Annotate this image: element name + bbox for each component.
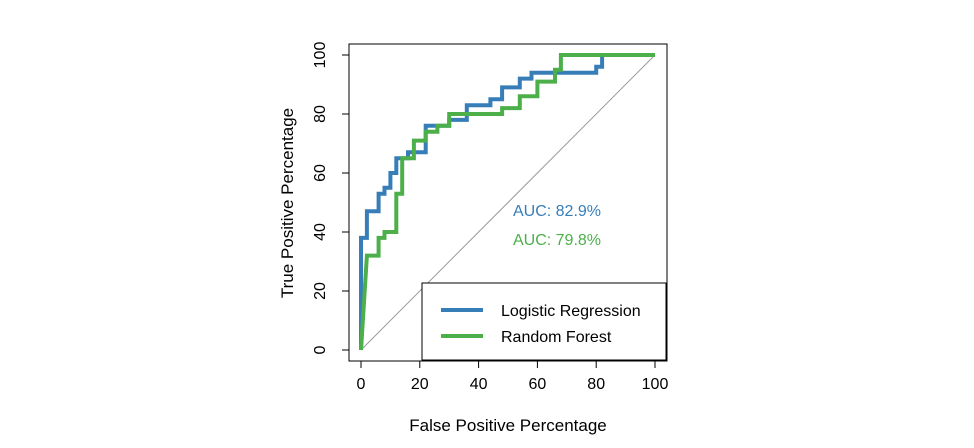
auc-label-logistic-regression: AUC: 82.9% bbox=[513, 203, 601, 220]
auc-label-random-forest: AUC: 79.8% bbox=[513, 232, 601, 249]
legend-box bbox=[421, 282, 667, 361]
x-tick-label-60: 60 bbox=[529, 376, 547, 393]
diagonal-reference-line bbox=[360, 54, 656, 351]
y-tick-label-100: 100 bbox=[312, 42, 329, 69]
y-axis-title: True Positive Percentage bbox=[278, 108, 297, 298]
y-tick-label-0: 0 bbox=[312, 345, 329, 354]
x-tick-label-40: 40 bbox=[470, 376, 488, 393]
x-tick-label-20: 20 bbox=[411, 376, 429, 393]
legend: Logistic Regression Random Forest bbox=[421, 282, 667, 361]
legend-label-random-forest: Random Forest bbox=[501, 329, 612, 346]
x-tick-label-0: 0 bbox=[357, 376, 366, 393]
y-tick-label-60: 60 bbox=[312, 164, 329, 182]
x-tick-label-80: 80 bbox=[587, 376, 605, 393]
roc-curve-random-forest bbox=[359, 53, 655, 351]
x-axis-title: False Positive Percentage bbox=[409, 416, 607, 435]
y-tick-label-80: 80 bbox=[312, 105, 329, 123]
legend-label-logistic-regression: Logistic Regression bbox=[501, 303, 641, 320]
y-tick-label-40: 40 bbox=[312, 223, 329, 241]
x-tick-label-100: 100 bbox=[642, 376, 669, 393]
y-tick-label-20: 20 bbox=[312, 282, 329, 300]
